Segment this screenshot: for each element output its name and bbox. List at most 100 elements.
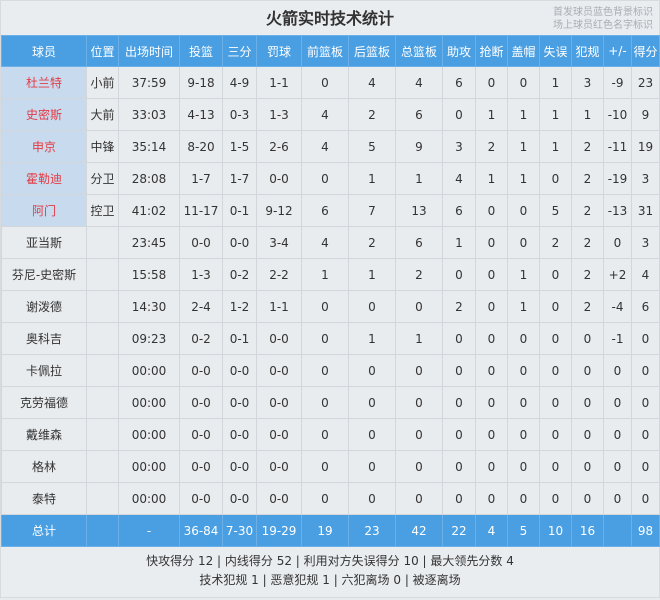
stat-cell: 0 (475, 450, 508, 483)
column-header[interactable]: 三分 (222, 35, 257, 67)
stat-cell: 0 (475, 354, 508, 387)
stat-cell: 1-1 (256, 290, 302, 323)
stat-cell: 0 (442, 450, 476, 483)
stat-cell: 2 (571, 226, 604, 259)
stat-cell: 0-0 (222, 450, 257, 483)
column-header[interactable]: 盖帽 (507, 35, 540, 67)
stat-cell: 0 (507, 450, 540, 483)
stat-cell: 7 (348, 194, 396, 227)
stat-cell: 0 (603, 450, 632, 483)
column-header[interactable]: 出场时间 (118, 35, 180, 67)
stat-cell: 0 (348, 450, 396, 483)
stat-cell: 1 (507, 258, 540, 291)
stat-cell: 0 (301, 162, 349, 195)
totals-cell: 42 (395, 514, 443, 547)
stat-cell: 2 (442, 290, 476, 323)
player-name[interactable]: 芬尼-史密斯 (1, 258, 87, 291)
stat-cell: 1 (539, 98, 572, 131)
stat-cell: 0-0 (222, 418, 257, 451)
player-row: 戴维森 00:00 0-0 0-0 0-0 0 0 0 0 0 0 0 0 0 0 (1, 418, 660, 451)
stat-cell: 14:30 (118, 290, 180, 323)
player-position (86, 226, 119, 259)
column-header[interactable]: 总篮板 (395, 35, 443, 67)
player-name[interactable]: 申京 (1, 130, 87, 163)
table-header: 球员 位置 出场时间 投篮 三分 罚球 前篮板 后篮板 总篮板 助攻 抢断 盖帽 失误 犯规 +/- 得分 (1, 35, 660, 67)
column-header[interactable]: 犯规 (571, 35, 604, 67)
stat-cell: 0 (539, 162, 572, 195)
player-position (86, 258, 119, 291)
column-header[interactable]: 后篮板 (348, 35, 396, 67)
totals-cell: 19 (301, 514, 349, 547)
stat-cell: 1 (507, 98, 540, 131)
stat-cell: 0-0 (256, 322, 302, 355)
stat-cell: 2 (348, 98, 396, 131)
player-name[interactable]: 亚当斯 (1, 226, 87, 259)
player-row: 克劳福德 00:00 0-0 0-0 0-0 0 0 0 0 0 0 0 0 0 0 (1, 386, 660, 419)
stat-cell: 31 (631, 194, 660, 227)
stat-cell: 0 (301, 418, 349, 451)
player-name[interactable]: 杜兰特 (1, 66, 87, 99)
stat-cell: 0-0 (179, 482, 223, 515)
player-name[interactable]: 史密斯 (1, 98, 87, 131)
legend-starter-note: 首发球员蓝色背景标识 (553, 7, 653, 18)
stat-cell: -9 (603, 66, 632, 99)
stat-cell: 0 (301, 354, 349, 387)
stat-cell: 19 (631, 130, 660, 163)
column-header[interactable]: 前篮板 (301, 35, 349, 67)
player-name[interactable]: 谢泼德 (1, 290, 87, 323)
stat-cell: 0-0 (222, 482, 257, 515)
stat-cell: 6 (442, 66, 476, 99)
totals-cell: 4 (475, 514, 508, 547)
stat-cell: 0 (475, 290, 508, 323)
totals-cell: 98 (631, 514, 660, 547)
column-header[interactable]: 失误 (539, 35, 572, 67)
totals-label: 总计 (1, 514, 87, 547)
stat-cell: 6 (395, 98, 443, 131)
stat-cell: 0-1 (222, 322, 257, 355)
stat-cell: 4 (395, 66, 443, 99)
stat-cell: 0-0 (256, 162, 302, 195)
stat-cell: 6 (631, 290, 660, 323)
stat-cell: 0 (507, 66, 540, 99)
stat-cell: 2 (348, 226, 396, 259)
column-header[interactable]: +/- (603, 35, 632, 67)
player-row: 谢泼德 14:30 2-4 1-2 1-1 0 0 0 2 0 1 0 2 -4 6 (1, 290, 660, 323)
column-header[interactable]: 罚球 (256, 35, 302, 67)
stat-cell: 11-17 (179, 194, 223, 227)
stat-cell: 0 (507, 354, 540, 387)
stat-cell: 5 (348, 130, 396, 163)
column-header[interactable]: 得分 (631, 35, 660, 67)
player-name[interactable]: 霍勒迪 (1, 162, 87, 195)
player-row: 卡佩拉 00:00 0-0 0-0 0-0 0 0 0 0 0 0 0 0 0 0 (1, 354, 660, 387)
column-header[interactable]: 投篮 (179, 35, 223, 67)
player-name[interactable]: 奥科吉 (1, 322, 87, 355)
stat-cell: 0 (539, 482, 572, 515)
stat-cell: 0 (539, 258, 572, 291)
player-name[interactable]: 格林 (1, 450, 87, 483)
player-name[interactable]: 戴维森 (1, 418, 87, 451)
column-header[interactable]: 位置 (86, 35, 119, 67)
stat-cell: 0 (603, 226, 632, 259)
player-name[interactable]: 泰特 (1, 482, 87, 515)
stat-cell: 0-0 (222, 386, 257, 419)
player-row: 阿门 控卫 41:02 11-17 0-1 9-12 6 7 13 6 0 0 5 2 -13 31 (1, 194, 660, 227)
stat-cell: 9-12 (256, 194, 302, 227)
player-name[interactable]: 卡佩拉 (1, 354, 87, 387)
column-header[interactable]: 球员 (1, 35, 87, 67)
column-header[interactable]: 助攻 (442, 35, 476, 67)
stat-cell: 1 (475, 162, 508, 195)
column-header[interactable]: 抢断 (475, 35, 508, 67)
stat-cell: 3-4 (256, 226, 302, 259)
player-position: 小前 (86, 66, 119, 99)
stat-cell: 4 (301, 226, 349, 259)
stat-cell: 1 (301, 258, 349, 291)
stat-cell: 0 (442, 322, 476, 355)
stat-cell: 0 (631, 450, 660, 483)
stat-cell: 2 (475, 130, 508, 163)
player-name[interactable]: 克劳福德 (1, 386, 87, 419)
totals-position (86, 514, 119, 547)
player-name[interactable]: 阿门 (1, 194, 87, 227)
stat-cell: 0 (348, 482, 396, 515)
stat-cell: 0-0 (256, 354, 302, 387)
stat-cell: 9 (395, 130, 443, 163)
